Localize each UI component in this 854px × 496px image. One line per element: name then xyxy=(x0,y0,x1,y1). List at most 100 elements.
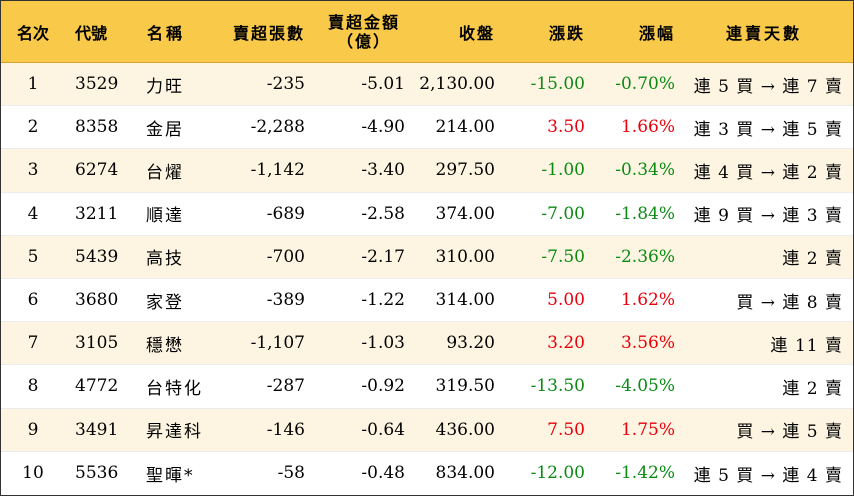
change-pct-cell: 1.62% xyxy=(620,290,675,311)
sell-streak-cell: 連 2 賣 xyxy=(782,378,843,399)
change-pct-cell: -2.36% xyxy=(615,246,675,267)
close-price-cell: 93.20 xyxy=(446,333,495,354)
close-price-cell: 319.50 xyxy=(435,376,495,397)
close-price-cell: 310.00 xyxy=(435,246,495,267)
sell-amount-cell: -0.92 xyxy=(361,376,405,397)
header-name: 名稱 xyxy=(147,23,186,43)
rank-cell: 1 xyxy=(27,74,39,95)
sell-sheets-cell: -287 xyxy=(266,376,305,397)
header-close: 收盤 xyxy=(458,23,495,43)
rank-cell: 3 xyxy=(27,160,39,181)
header-sell-amount-label: 賣超金額 xyxy=(327,12,400,32)
close-price-cell: 374.00 xyxy=(435,203,495,224)
code-cell: 3529 xyxy=(75,74,119,95)
name-cell: 台燿 xyxy=(146,162,184,183)
change-cell: -12.00 xyxy=(530,463,585,484)
sell-streak-cell: 連 2 賣 xyxy=(782,249,843,270)
sell-amount-cell: -5.01 xyxy=(361,74,405,95)
change-pct-cell: 1.66% xyxy=(620,117,675,138)
change-pct-cell: -0.34% xyxy=(615,160,675,181)
name-cell: 穩懋 xyxy=(146,335,184,356)
sell-streak-cell: 連 11 賣 xyxy=(770,335,843,356)
code-cell: 3211 xyxy=(75,203,119,224)
name-cell: 力旺 xyxy=(146,76,184,97)
table-row: 10 5536 聖暉* -58 -0.48 834.00 -12.00 -1.42% 連 5 買… xyxy=(1,451,853,495)
code-cell: 6274 xyxy=(75,160,119,181)
change-pct-cell: -1.84% xyxy=(615,203,675,224)
change-cell: 3.50 xyxy=(547,117,585,138)
name-cell: 昇達科 xyxy=(146,422,203,443)
close-price-cell: 436.00 xyxy=(435,419,495,440)
close-price-cell: 2,130.00 xyxy=(419,74,495,95)
sell-amount-cell: -1.03 xyxy=(361,333,405,354)
name-cell: 家登 xyxy=(146,292,184,313)
sell-sheets-cell: -146 xyxy=(266,419,305,440)
code-cell: 5536 xyxy=(75,463,119,484)
code-cell: 4772 xyxy=(75,376,119,397)
sell-amount-cell: -1.22 xyxy=(361,290,405,311)
table-body: 1 3529 力旺 -235 -5.01 2,130.00 -15.00 -0.70% 連 5 … xyxy=(1,63,853,495)
table-header: 名次 代號 名稱 賣超張數 賣超金額 （億） 收盤 漲跌 漲幅 連賣天數 xyxy=(1,1,853,63)
change-pct-cell: -0.70% xyxy=(615,74,675,95)
rank-cell: 5 xyxy=(27,246,39,267)
sell-sheets-cell: -1,142 xyxy=(250,160,305,181)
header-sell-amount-unit: （億） xyxy=(336,31,391,51)
sell-sheets-cell: -58 xyxy=(277,463,305,484)
sell-amount-cell: -0.48 xyxy=(361,463,405,484)
name-cell: 順達 xyxy=(146,206,184,227)
change-pct-cell: 3.56% xyxy=(620,333,675,354)
table-row: 8 4772 台特化 -287 -0.92 319.50 -13.50 -4.05% 連 2 賣 xyxy=(1,365,853,409)
close-price-cell: 214.00 xyxy=(435,117,495,138)
table-row: 9 3491 昇達科 -146 -0.64 436.00 7.50 1.75% 買 → 連 5 … xyxy=(1,408,853,452)
table-row: 3 6274 台燿 -1,142 -3.40 297.50 -1.00 -0.34% 連 4 買… xyxy=(1,149,853,193)
sell-streak-cell: 連 5 買 → 連 4 賣 xyxy=(693,465,843,486)
sell-streak-cell: 連 9 買 → 連 3 賣 xyxy=(693,206,843,227)
change-cell: -15.00 xyxy=(530,74,585,95)
sell-amount-cell: -0.64 xyxy=(361,419,405,440)
sell-amount-cell: -4.90 xyxy=(361,117,405,138)
change-cell: -7.00 xyxy=(541,203,585,224)
table-row: 5 5439 高技 -700 -2.17 310.00 -7.50 -2.36% 連 2 賣 xyxy=(1,235,853,279)
name-cell: 高技 xyxy=(146,249,184,270)
table-row: 2 8358 金居 -2,288 -4.90 214.00 3.50 1.66% 連 3 買 →… xyxy=(1,106,853,150)
sell-amount-cell: -2.58 xyxy=(361,203,405,224)
name-cell: 聖暉* xyxy=(146,465,195,486)
header-sell-sheets: 賣超張數 xyxy=(232,23,305,43)
sell-streak-cell: 買 → 連 5 賣 xyxy=(736,422,843,443)
change-cell: -13.50 xyxy=(530,376,585,397)
change-pct-cell: 1.75% xyxy=(620,419,675,440)
table-row: 6 3680 家登 -389 -1.22 314.00 5.00 1.62% 買 → 連 8 賣 xyxy=(1,278,853,323)
table-row: 4 3211 順達 -689 -2.58 374.00 -7.00 -1.84% 連 9 買 →… xyxy=(1,192,853,236)
sell-streak-cell: 連 3 買 → 連 5 賣 xyxy=(693,119,843,140)
change-cell: 5.00 xyxy=(547,290,585,311)
header-change: 漲跌 xyxy=(548,23,585,43)
header-rank: 名次 xyxy=(16,23,49,43)
header-change-pct: 漲幅 xyxy=(638,23,675,43)
name-cell: 台特化 xyxy=(146,378,203,399)
rank-cell: 6 xyxy=(27,290,39,311)
sell-sheets-cell: -700 xyxy=(266,246,305,267)
rank-cell: 9 xyxy=(27,419,39,440)
close-price-cell: 297.50 xyxy=(435,160,495,181)
sell-sheets-cell: -689 xyxy=(266,203,305,224)
change-pct-cell: -1.42% xyxy=(615,463,675,484)
code-cell: 3491 xyxy=(75,419,119,440)
sell-sheets-cell: -389 xyxy=(266,290,305,311)
rank-cell: 7 xyxy=(27,333,39,354)
close-price-cell: 834.00 xyxy=(435,463,495,484)
sell-amount-cell: -3.40 xyxy=(361,160,405,181)
code-cell: 3680 xyxy=(75,290,119,311)
code-cell: 8358 xyxy=(75,117,119,138)
change-cell: -7.50 xyxy=(541,246,585,267)
sell-streak-cell: 買 → 連 8 賣 xyxy=(736,292,843,313)
name-cell: 金居 xyxy=(146,119,184,140)
rank-cell: 2 xyxy=(27,117,39,138)
sell-streak-cell: 連 4 買 → 連 2 賣 xyxy=(693,162,843,183)
sell-amount-cell: -2.17 xyxy=(361,246,405,267)
change-pct-cell: -4.05% xyxy=(615,376,675,397)
rank-cell: 8 xyxy=(27,376,39,397)
code-cell: 3105 xyxy=(75,333,119,354)
code-cell: 5439 xyxy=(75,246,119,267)
sell-streak-cell: 連 5 買 → 連 7 賣 xyxy=(693,76,843,97)
